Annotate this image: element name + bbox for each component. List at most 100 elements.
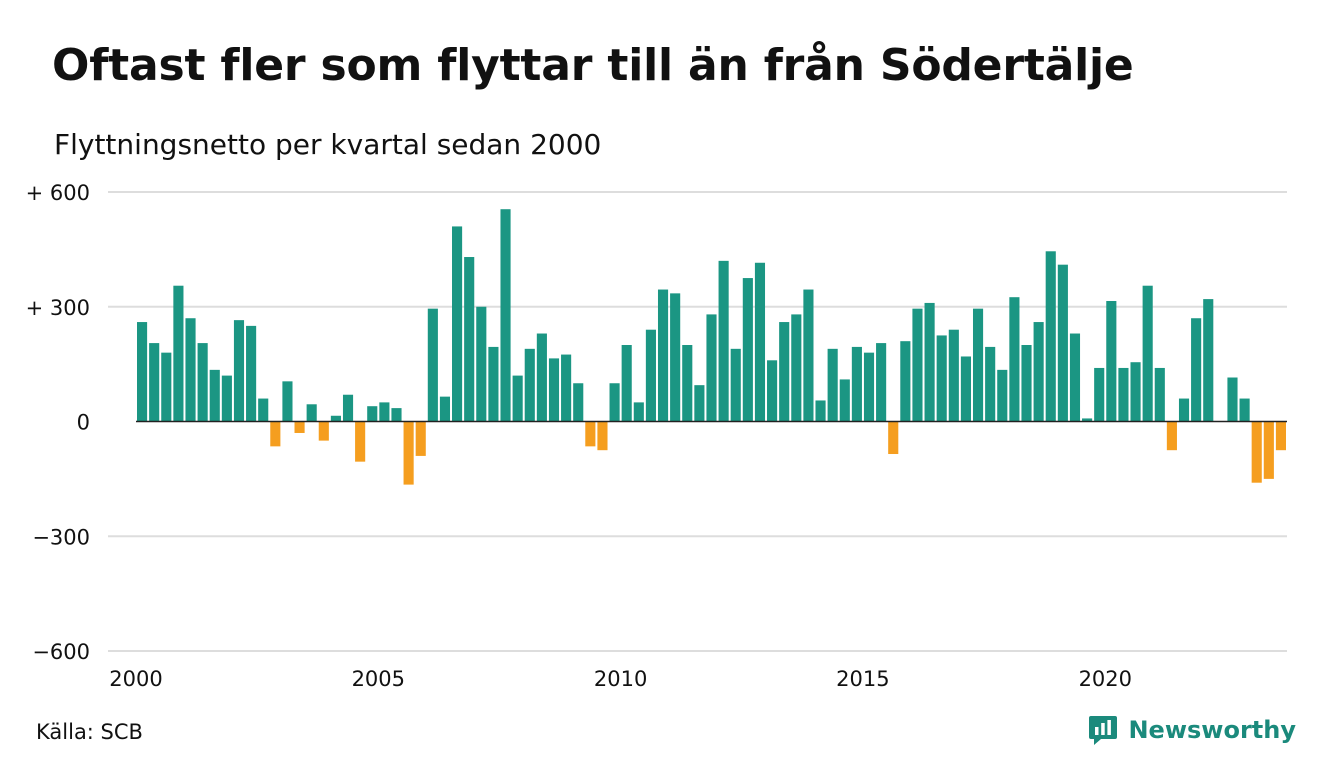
x-axis-ticks: 2000 2005 2010 2015 2020 (109, 667, 1132, 691)
bar (197, 343, 208, 422)
bar (791, 314, 802, 422)
bar (427, 308, 438, 422)
bar (851, 346, 862, 422)
bar (1142, 285, 1153, 422)
bar (1033, 322, 1044, 422)
bar (512, 375, 523, 422)
bar (573, 383, 584, 422)
bar (803, 289, 814, 422)
bar (900, 341, 911, 422)
bar (815, 400, 826, 422)
bar (585, 421, 596, 447)
bar (342, 394, 354, 422)
bar (888, 421, 899, 455)
bar (876, 343, 887, 422)
bar (960, 356, 971, 422)
bar (597, 421, 608, 451)
bar (1045, 251, 1056, 422)
bar (1130, 362, 1141, 422)
bar (367, 406, 378, 422)
x-tick-label: 2015 (836, 667, 889, 691)
bar (173, 285, 184, 422)
bar (488, 346, 499, 422)
gridlines (108, 191, 1287, 652)
bar (294, 421, 305, 433)
bar (754, 262, 766, 422)
bar (936, 335, 947, 422)
bar (972, 308, 984, 422)
y-tick-label: 0 (77, 411, 90, 435)
y-axis-ticks: + 600 + 300 0 −300 −600 (26, 181, 90, 664)
bar (221, 375, 232, 422)
bar (1082, 418, 1093, 422)
bar (1263, 421, 1274, 479)
bar (391, 408, 402, 422)
bar (149, 343, 160, 422)
bar (1203, 299, 1214, 422)
bar (839, 379, 850, 422)
bar (779, 322, 790, 422)
bar (718, 260, 729, 422)
bar (161, 352, 172, 422)
bar (246, 325, 257, 422)
bar (730, 348, 741, 422)
bar (1069, 333, 1081, 422)
bar (912, 308, 923, 422)
bar (742, 278, 753, 422)
y-tick-label: + 300 (26, 296, 90, 320)
bar (379, 402, 390, 422)
bar (827, 348, 838, 422)
bar (1009, 297, 1020, 422)
bar (282, 381, 293, 422)
bar (185, 318, 196, 422)
chart-subtitle: Flyttningsnetto per kvartal sedan 2000 (54, 128, 602, 161)
bar (1166, 421, 1177, 451)
x-tick-label: 2020 (1079, 667, 1132, 691)
bar (706, 314, 717, 422)
bar (415, 421, 426, 456)
y-tick-label: −600 (32, 640, 90, 664)
brand-logo: Newsworthy (1088, 714, 1296, 746)
bar (561, 354, 572, 422)
newsworthy-logo-icon (1089, 716, 1118, 745)
bar (694, 385, 705, 422)
bar (439, 396, 451, 422)
bar (948, 329, 959, 422)
bar (609, 383, 620, 422)
bar (633, 402, 644, 422)
bar (258, 398, 269, 422)
bar (1191, 318, 1202, 422)
bar (645, 329, 656, 422)
bar (863, 352, 875, 422)
bar (1154, 367, 1165, 422)
bar (1239, 398, 1250, 422)
bar (682, 345, 693, 422)
bar (1106, 301, 1117, 422)
bar (1251, 421, 1262, 483)
bar (330, 415, 341, 422)
brand-name: Newsworthy (1128, 716, 1296, 744)
bar (1178, 398, 1190, 422)
bar (1118, 367, 1129, 422)
bar (137, 322, 148, 422)
bar (548, 358, 560, 422)
bar (1094, 367, 1105, 422)
bar (1057, 264, 1068, 422)
bar (355, 421, 366, 462)
bar (524, 348, 535, 422)
bar (233, 320, 245, 422)
bar (209, 369, 220, 422)
x-tick-label: 2000 (109, 667, 162, 691)
chart-title: Oftast fler som flyttar till än från Söd… (52, 40, 1134, 91)
bar (657, 289, 669, 422)
bar (536, 333, 547, 422)
bar (318, 421, 329, 441)
bar (924, 302, 935, 422)
source-note: Källa: SCB (36, 720, 143, 744)
bar (767, 360, 778, 422)
bar (476, 306, 487, 422)
bar (452, 226, 463, 422)
x-tick-label: 2010 (594, 667, 647, 691)
bar (1227, 377, 1238, 422)
